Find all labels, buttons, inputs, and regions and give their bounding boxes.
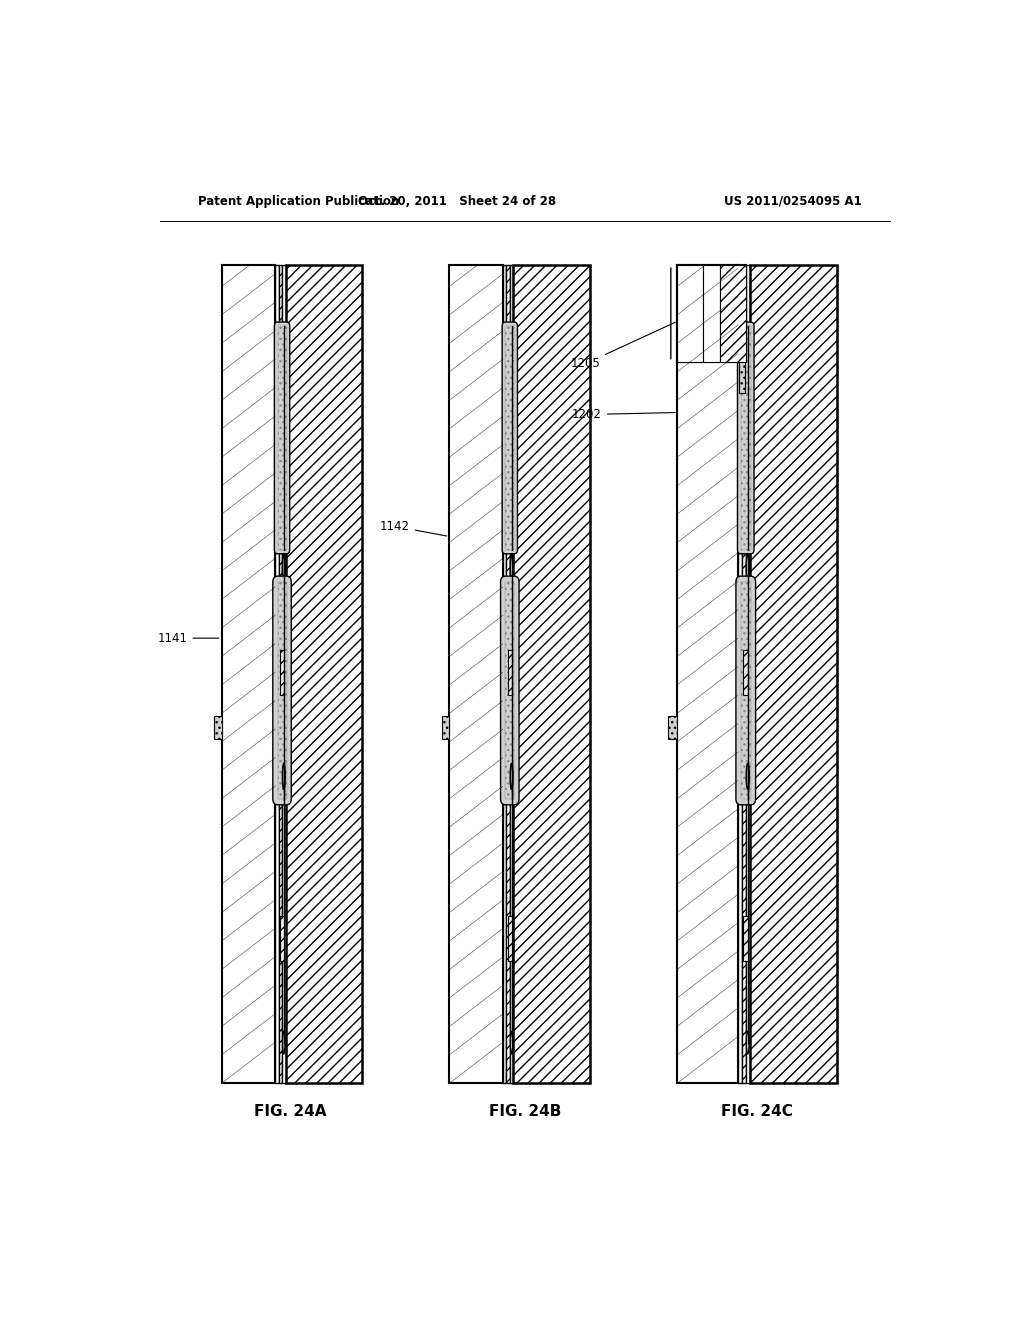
Bar	[750, 265, 837, 1084]
Bar	[513, 265, 590, 1084]
Bar	[740, 582, 751, 799]
Bar	[282, 265, 286, 1084]
Ellipse shape	[746, 763, 750, 789]
Bar	[450, 265, 503, 1084]
FancyBboxPatch shape	[736, 576, 756, 805]
Text: 1205: 1205	[570, 322, 676, 370]
FancyBboxPatch shape	[502, 322, 517, 554]
Bar	[505, 326, 514, 549]
Ellipse shape	[283, 763, 285, 789]
Bar	[280, 916, 284, 961]
FancyBboxPatch shape	[274, 322, 290, 554]
FancyBboxPatch shape	[272, 576, 291, 805]
Bar	[508, 649, 512, 694]
Text: US 2011/0254095 A1: US 2011/0254095 A1	[724, 194, 862, 207]
Bar	[278, 326, 287, 549]
Text: Oct. 20, 2011   Sheet 24 of 28: Oct. 20, 2011 Sheet 24 of 28	[358, 194, 556, 207]
Text: 1142: 1142	[380, 520, 446, 536]
Ellipse shape	[283, 554, 285, 582]
Bar	[280, 649, 284, 694]
Text: FIG. 24A: FIG. 24A	[254, 1105, 327, 1119]
Bar	[745, 265, 750, 1084]
Bar	[441, 715, 450, 739]
Bar	[286, 265, 362, 1084]
Bar	[278, 582, 287, 799]
Bar	[214, 715, 221, 739]
Bar	[740, 326, 751, 549]
Bar	[677, 265, 745, 362]
Text: FIG. 24B: FIG. 24B	[488, 1105, 561, 1119]
Bar	[741, 265, 745, 1084]
Bar	[508, 916, 512, 961]
Bar	[677, 265, 703, 362]
Bar	[720, 265, 745, 362]
Ellipse shape	[746, 554, 750, 582]
Bar	[703, 265, 720, 362]
Bar	[510, 265, 513, 1084]
Bar	[738, 362, 745, 393]
Bar	[506, 265, 510, 1084]
FancyBboxPatch shape	[737, 322, 754, 554]
Ellipse shape	[283, 1031, 285, 1055]
Ellipse shape	[510, 1031, 513, 1055]
Bar	[737, 265, 741, 1084]
Text: 1141: 1141	[158, 632, 219, 644]
Bar	[743, 649, 749, 694]
Bar	[669, 715, 677, 739]
Bar	[505, 582, 514, 799]
Bar	[221, 265, 275, 1084]
Ellipse shape	[510, 554, 513, 582]
Bar	[503, 265, 506, 1084]
Text: 1202: 1202	[572, 408, 675, 421]
Bar	[677, 265, 737, 1084]
Text: Patent Application Publication: Patent Application Publication	[198, 194, 399, 207]
Bar	[743, 916, 749, 961]
Ellipse shape	[746, 1031, 749, 1055]
Bar	[279, 265, 282, 1084]
Bar	[275, 265, 279, 1084]
Ellipse shape	[510, 763, 513, 789]
FancyBboxPatch shape	[501, 576, 519, 805]
Text: FIG. 24C: FIG. 24C	[721, 1105, 794, 1119]
